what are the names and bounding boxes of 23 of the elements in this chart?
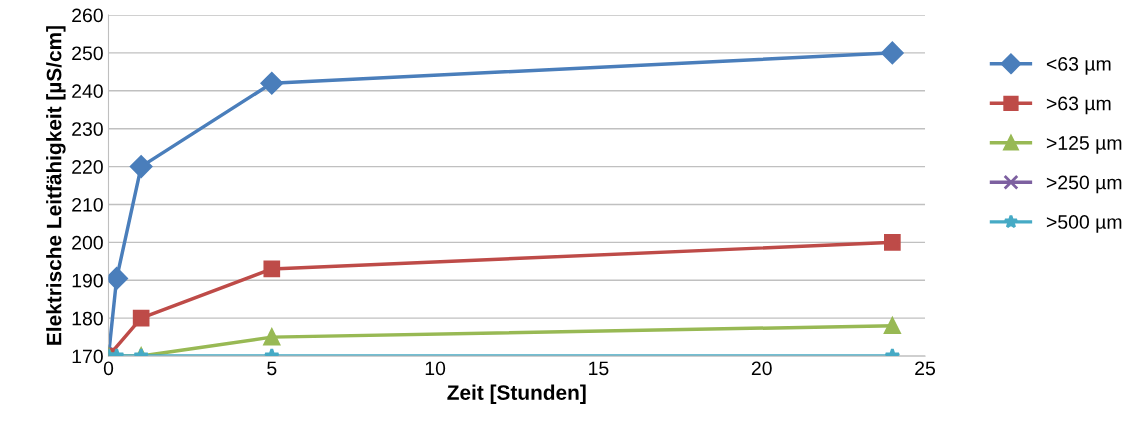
y-tick-label: 260 <box>72 8 103 23</box>
y-tick-label: 250 <box>72 46 103 61</box>
x-tick-label: 20 <box>751 361 772 376</box>
y-tick-label: 230 <box>72 122 103 136</box>
x-tick-label: 25 <box>915 361 936 376</box>
y-tick-label: 170 <box>72 349 103 364</box>
y-tick-label: 180 <box>72 311 103 326</box>
x-tick-label: 0 <box>103 361 114 376</box>
x-axis-title: Zeit [Stunden] <box>447 384 586 405</box>
y-tick-label: 200 <box>72 235 103 250</box>
y-axis-title: Elektrische Leitfähigkeit [µS/cm] <box>46 26 66 345</box>
legend-label: >125 µm <box>1046 136 1122 154</box>
y-tick-label: 240 <box>72 84 103 99</box>
legend-label: <63 µm <box>1046 57 1111 75</box>
legend-label: >250 µm <box>1046 175 1122 194</box>
x-tick-label: 10 <box>425 361 446 376</box>
y-tick-label: 220 <box>72 160 103 174</box>
y-tick-label: 210 <box>72 197 103 212</box>
x-tick-label: 5 <box>267 361 277 376</box>
x-tick-label: 15 <box>589 361 609 376</box>
y-tick-label: 190 <box>72 273 103 288</box>
legend-label: >500 µm <box>1046 215 1122 233</box>
legend-label: >63 µm <box>1046 96 1111 115</box>
